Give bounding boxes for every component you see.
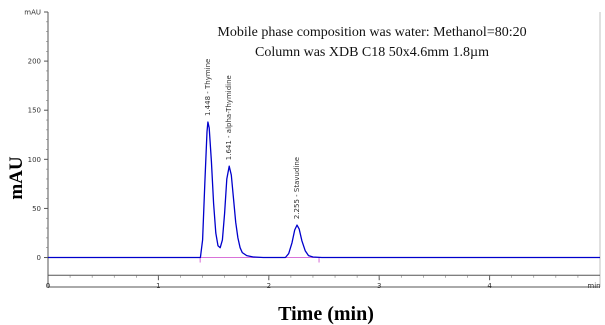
peak-label: 1.448 - Thymine bbox=[204, 59, 212, 116]
x-tick-label: 0 bbox=[46, 282, 50, 290]
series-line-0 bbox=[48, 121, 600, 259]
y-tick-label: mAU bbox=[24, 9, 41, 17]
series-layer bbox=[48, 121, 600, 259]
y-tick-label: 100 bbox=[28, 156, 41, 164]
x-tick-label: 4 bbox=[487, 282, 492, 290]
annotation-mobile-phase: Mobile phase composition was water: Meth… bbox=[217, 25, 526, 40]
x-tick-label: 2 bbox=[267, 282, 271, 290]
y-tick-label: 0 bbox=[37, 254, 41, 262]
x-tick-label: 1 bbox=[156, 282, 160, 290]
x-axis-title: Time (min) bbox=[278, 303, 374, 325]
y-tick-label: 50 bbox=[32, 205, 41, 213]
x-tick-label: 3 bbox=[377, 282, 381, 290]
annotation-column: Column was XDB C18 50x4.6mm 1.8µm bbox=[255, 45, 489, 60]
plot-frame bbox=[47, 12, 601, 288]
y-axis-ticks: 0 50 100 150 200 mAU bbox=[24, 9, 48, 262]
y-tick-label: 200 bbox=[28, 58, 41, 66]
x-unit-label: min bbox=[587, 282, 600, 290]
y-axis-title: mAU bbox=[6, 156, 27, 200]
peak-label: 1.641 - alpha-Thymidine bbox=[225, 75, 233, 160]
x-axis-ticks: 0 1 2 3 4 min bbox=[46, 275, 601, 290]
peak-label: 2.255 - Stavudine bbox=[293, 157, 301, 219]
peak-labels: 1.448 - Thymine 1.641 - alpha-Thymidine 2.… bbox=[204, 59, 301, 220]
y-tick-label: 150 bbox=[28, 107, 41, 115]
